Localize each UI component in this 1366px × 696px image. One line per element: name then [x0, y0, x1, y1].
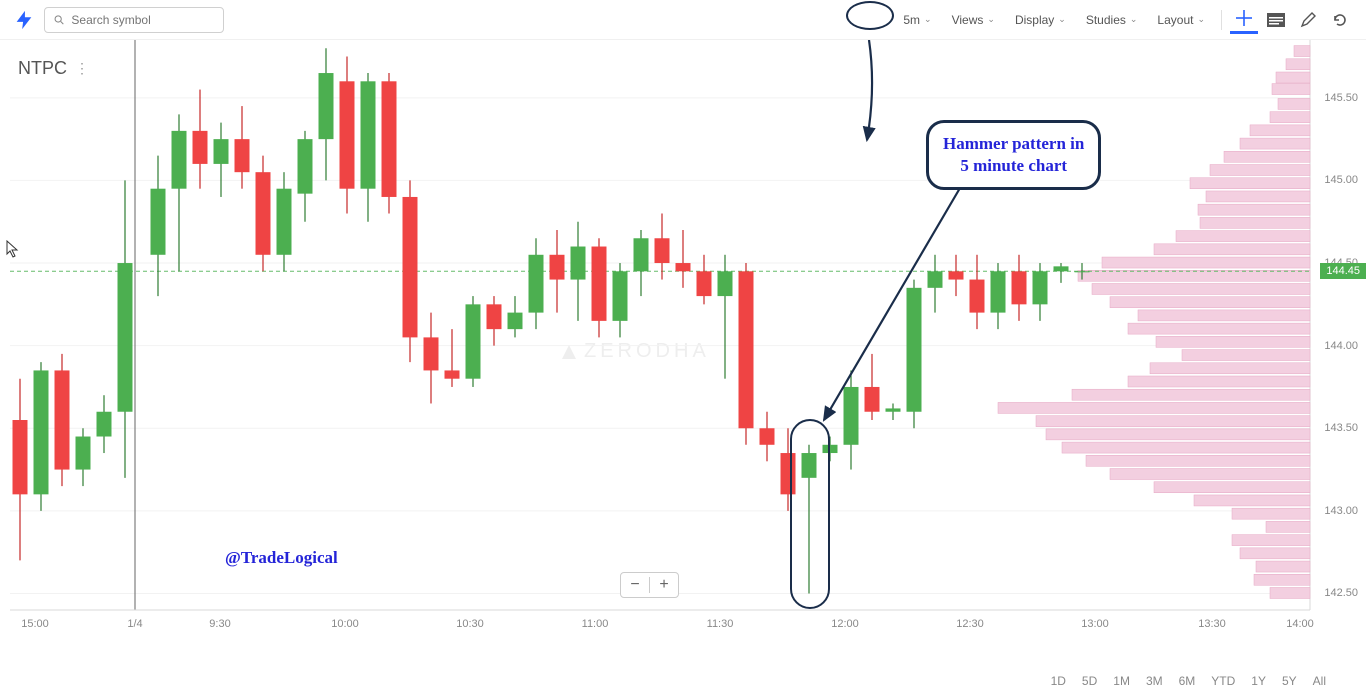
range-selector: 1D 5D 1M 3M 6M YTD 1Y 5Y All — [0, 666, 1366, 696]
annotation-callout: Hammer pattern in 5 minute chart — [926, 120, 1101, 190]
range-5d[interactable]: 5D — [1082, 674, 1097, 688]
display-menu[interactable]: Display⌄ — [1007, 9, 1074, 31]
layout-menu[interactable]: Layout⌄ — [1149, 9, 1213, 31]
logo-icon — [12, 8, 36, 32]
views-menu[interactable]: Views⌄ — [944, 9, 1003, 31]
studies-menu[interactable]: Studies⌄ — [1078, 9, 1146, 31]
panel-icon[interactable] — [1262, 6, 1290, 34]
refresh-icon[interactable] — [1326, 6, 1354, 34]
callout-line2: 5 minute chart — [943, 155, 1084, 177]
timeframe-button[interactable]: 5m⌄ — [895, 9, 939, 31]
zoom-in-button[interactable]: + — [650, 573, 678, 597]
candlestick-chart — [0, 40, 1366, 656]
chart-area[interactable]: NTPC ⋮ ZERODHA @TradeLogical − + Hammer … — [0, 40, 1366, 656]
range-all[interactable]: All — [1313, 674, 1326, 688]
zoom-out-button[interactable]: − — [621, 573, 649, 597]
top-toolbar: 5m⌄ Views⌄ Display⌄ Studies⌄ Layout⌄ — [0, 0, 1366, 40]
search-input[interactable] — [71, 13, 215, 27]
zoom-controls: − + — [620, 572, 679, 598]
range-3m[interactable]: 3M — [1146, 674, 1163, 688]
range-6m[interactable]: 6M — [1179, 674, 1196, 688]
range-1y[interactable]: 1Y — [1251, 674, 1266, 688]
current-price-tag: 144.45 — [1320, 263, 1366, 279]
menu-group: 5m⌄ Views⌄ Display⌄ Studies⌄ Layout⌄ — [895, 6, 1354, 34]
range-5y[interactable]: 5Y — [1282, 674, 1297, 688]
range-ytd[interactable]: YTD — [1211, 674, 1235, 688]
crosshair-icon[interactable] — [1230, 6, 1258, 34]
pencil-icon[interactable] — [1294, 6, 1322, 34]
range-1d[interactable]: 1D — [1051, 674, 1066, 688]
range-1m[interactable]: 1M — [1113, 674, 1130, 688]
search-icon — [53, 13, 65, 27]
watermark: @TradeLogical — [225, 548, 338, 568]
callout-line1: Hammer pattern in — [943, 133, 1084, 155]
search-input-wrap[interactable] — [44, 7, 224, 33]
